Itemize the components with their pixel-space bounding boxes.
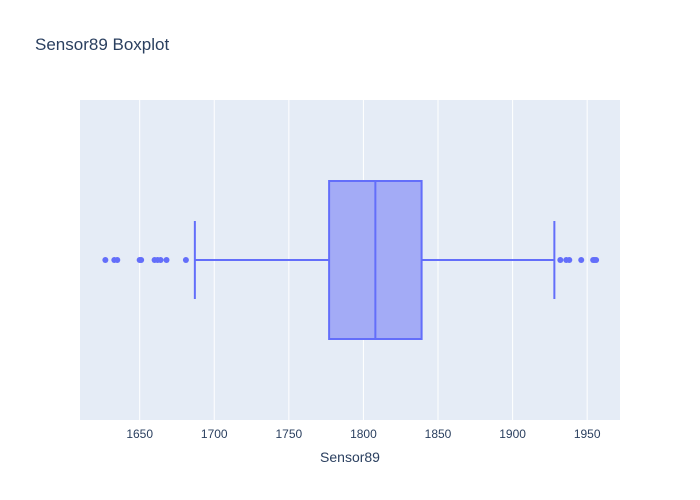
- x-tick-label: 1900: [499, 427, 526, 441]
- x-tick-label: 1950: [574, 427, 601, 441]
- x-tick-labels: 1650 1700 1750 1800 1850 1900 1950: [126, 427, 601, 441]
- chart-title: Sensor89 Boxplot: [35, 35, 169, 54]
- outlier-point: [593, 257, 600, 263]
- outlier-point: [138, 257, 145, 263]
- x-tick-label: 1700: [201, 427, 228, 441]
- x-axis-title: Sensor89: [320, 449, 380, 465]
- outlier-point: [102, 257, 109, 263]
- outlier-point: [578, 257, 585, 263]
- x-tick-label: 1850: [425, 427, 452, 441]
- outlier-point: [182, 257, 189, 263]
- outlier-point: [114, 257, 121, 263]
- box-trace: [102, 180, 600, 340]
- outlier-point: [163, 257, 170, 263]
- outlier-point: [566, 257, 573, 263]
- outlier-point: [557, 257, 564, 263]
- outlier-point: [157, 257, 164, 263]
- x-tick-label: 1750: [275, 427, 302, 441]
- x-tick-label: 1800: [350, 427, 377, 441]
- x-tick-label: 1650: [126, 427, 153, 441]
